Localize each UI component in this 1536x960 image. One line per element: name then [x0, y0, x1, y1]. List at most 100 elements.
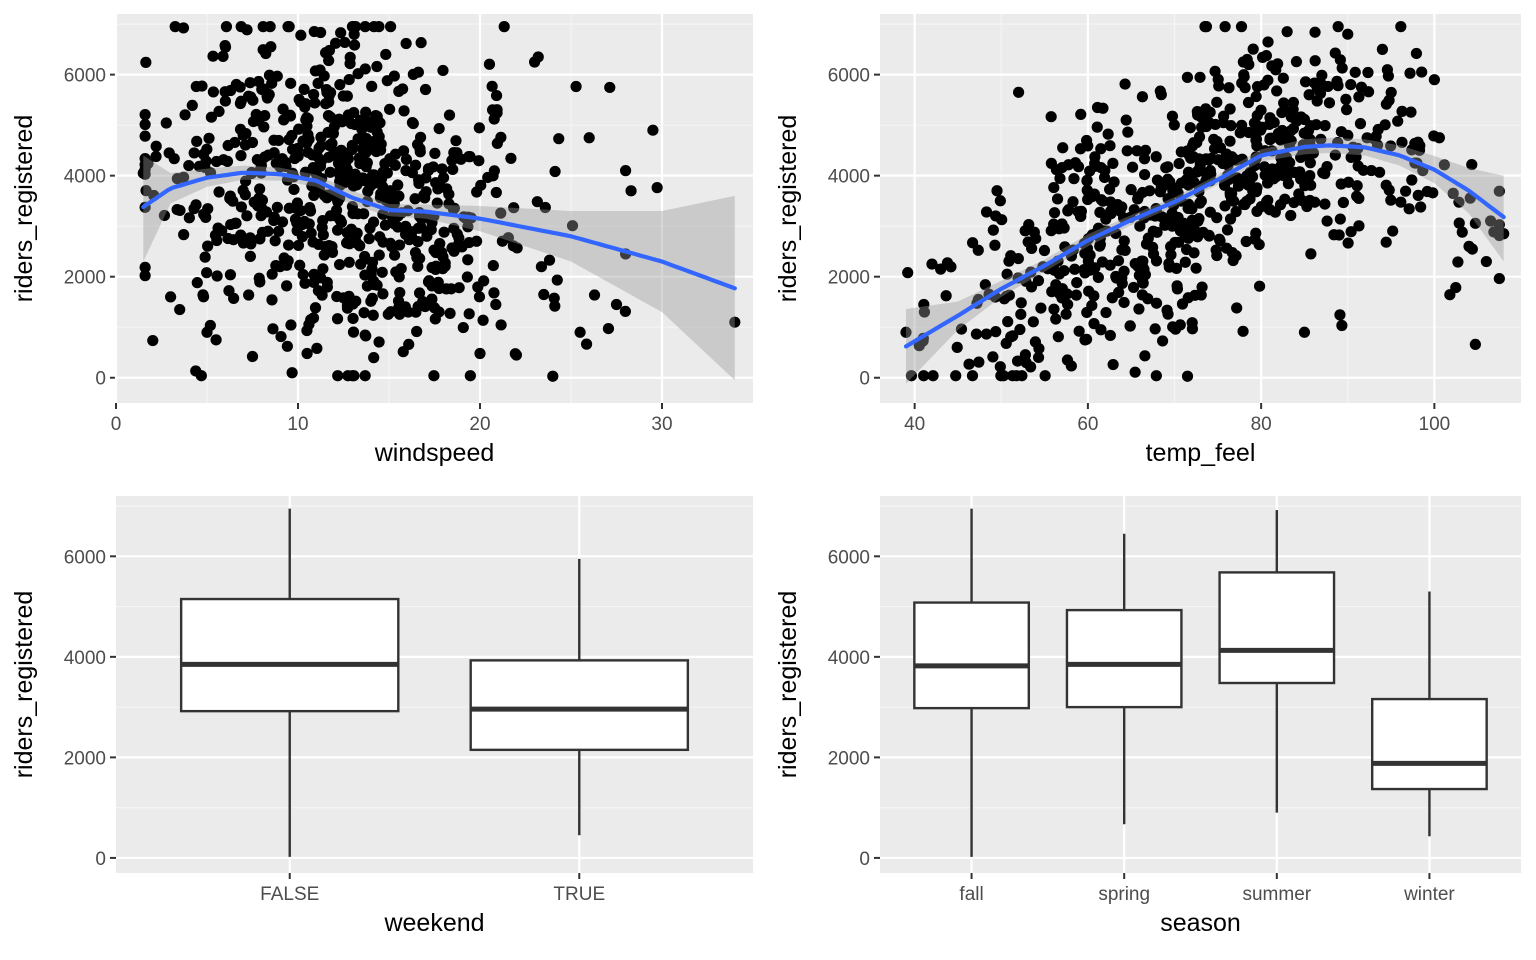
temp_feel-point: [979, 279, 991, 291]
season-ytick-label: 6000: [828, 547, 870, 568]
temp_feel-point: [1405, 106, 1417, 118]
windspeed-point: [318, 70, 330, 82]
windspeed-point: [195, 370, 207, 382]
windspeed-point: [366, 256, 379, 269]
windspeed-point: [349, 21, 362, 33]
temp_feel-point: [1209, 65, 1221, 77]
windspeed-point: [362, 185, 374, 197]
temp_feel-point: [1309, 55, 1321, 67]
weekend-ytick-label: 2000: [64, 748, 106, 769]
windspeed-point: [389, 159, 401, 171]
temp_feel-point: [987, 351, 999, 363]
temp_feel-point: [1201, 170, 1213, 182]
windspeed-point: [341, 227, 353, 239]
windspeed-point: [376, 189, 388, 201]
windspeed-point: [343, 256, 355, 268]
windspeed-point: [315, 155, 328, 167]
windspeed-point: [292, 239, 305, 252]
windspeed-point: [289, 152, 301, 165]
windspeed-point: [505, 152, 517, 164]
temp_feel-point: [1416, 66, 1428, 78]
temp_feel-point: [1224, 135, 1236, 147]
windspeed-y-axis-title: riders_registered: [10, 115, 38, 303]
temp_feel-point: [1136, 289, 1148, 301]
windspeed-point: [139, 270, 151, 282]
windspeed-point: [301, 120, 313, 132]
temp_feel-point: [1015, 308, 1027, 320]
windspeed-point: [321, 281, 333, 293]
temp_feel-point: [1485, 215, 1497, 227]
windspeed-point: [397, 145, 410, 157]
windspeed-point: [551, 274, 563, 286]
temp_feel-point: [1054, 172, 1066, 184]
windspeed-point: [210, 334, 222, 346]
temp_feel-point: [1415, 201, 1427, 213]
temp_feel-point: [1199, 21, 1211, 33]
temp_feel-point: [1271, 85, 1283, 97]
windspeed-point: [411, 138, 424, 151]
temp_feel-point: [1035, 302, 1047, 314]
temp_feel-point: [1218, 110, 1230, 122]
windspeed-point: [409, 193, 421, 205]
temp_feel-ytick-label: 6000: [828, 66, 870, 87]
windspeed-point: [397, 83, 409, 95]
windspeed-point: [447, 163, 459, 176]
temp_feel-point: [1091, 121, 1103, 133]
temp_feel-point: [1241, 53, 1253, 66]
temp_feel-point: [1168, 119, 1180, 131]
temp_feel-point: [1380, 236, 1392, 248]
windspeed-point: [356, 143, 369, 155]
windspeed-point: [457, 321, 469, 334]
season-ytick-label: 2000: [828, 748, 870, 769]
temp_feel-point: [1045, 225, 1057, 237]
windspeed-point: [463, 308, 475, 320]
temp_feel-point: [1204, 206, 1216, 218]
windspeed-point: [354, 240, 366, 252]
temp_feel-smooth-line: [903, 143, 1506, 349]
windspeed-point: [543, 254, 556, 266]
temp_feel-point: [1242, 96, 1255, 109]
season-box: [1065, 608, 1183, 709]
temp_feel-point: [1493, 219, 1505, 231]
season-box-summer: [1218, 510, 1336, 813]
windspeed-point: [305, 227, 317, 239]
windspeed-x-axis-title: windspeed: [374, 439, 495, 467]
season-x-axis-title: season: [1160, 909, 1241, 937]
temp_feel-point: [1234, 127, 1246, 139]
temp_feel-point: [1136, 91, 1149, 103]
temp_feel-point: [900, 326, 912, 338]
windspeed-point: [330, 37, 342, 49]
windspeed-point: [147, 334, 159, 347]
temp_feel-point: [1071, 276, 1083, 289]
windspeed-point: [281, 340, 293, 352]
temp_feel-point: [1299, 148, 1312, 160]
windspeed-point: [307, 161, 319, 174]
temp_feel-point: [1057, 142, 1069, 154]
windspeed-point: [473, 122, 485, 134]
windspeed-point: [342, 109, 355, 121]
temp_feel-point: [1261, 177, 1274, 189]
temp_feel-point: [1095, 143, 1107, 155]
temp_feel-point: [1266, 60, 1278, 72]
windspeed-point: [547, 370, 559, 382]
temp_feel-point: [1136, 186, 1149, 199]
temp_feel-point: [1288, 196, 1300, 209]
temp_feel-point: [1051, 193, 1064, 205]
temp_feel-point: [1226, 246, 1238, 259]
temp_feel-point: [1226, 194, 1238, 206]
windspeed-point: [350, 295, 362, 307]
temp_feel-point: [1131, 145, 1143, 157]
temp_feel-point: [1319, 198, 1331, 210]
windspeed-point: [448, 202, 460, 214]
temp_feel-point: [1293, 188, 1305, 200]
windspeed-point: [451, 147, 463, 159]
temp_feel-point: [989, 239, 1001, 251]
windspeed-point: [190, 80, 202, 93]
temp_feel-point: [1357, 164, 1369, 176]
temp_feel-point: [1092, 271, 1104, 284]
temp_feel-point: [1104, 140, 1116, 152]
temp_feel-point: [1069, 263, 1081, 275]
temp_feel-point: [1235, 21, 1248, 33]
windspeed-point: [262, 149, 274, 161]
temp_feel-point: [1410, 47, 1423, 60]
